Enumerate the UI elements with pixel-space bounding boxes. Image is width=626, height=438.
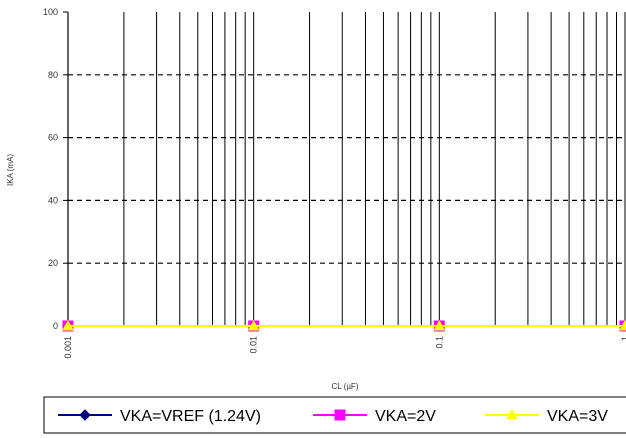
y-axis-label: IKA (mA) — [6, 154, 15, 186]
y-tick-label: 60 — [48, 133, 58, 143]
y-tick-label: 0 — [53, 321, 58, 331]
x-tick-label: 0.001 — [63, 336, 73, 359]
x-axis-label: CL (µF) — [332, 382, 359, 391]
legend-marker-diamond — [79, 409, 91, 421]
x-tick-label: 0.1 — [434, 336, 444, 349]
y-tick-label: 40 — [48, 195, 58, 205]
y-tick-label: 20 — [48, 258, 58, 268]
data-point-triangle — [433, 319, 446, 331]
legend-label: VKA=2V — [375, 408, 436, 425]
axes — [63, 11, 625, 327]
legend-label: VKA=VREF (1.24V) — [120, 408, 261, 425]
plot-series — [62, 319, 626, 332]
legend: VKA=VREF (1.24V) VKA=2V VKA=3V — [43, 396, 626, 434]
data-point-triangle — [247, 319, 260, 331]
y-tick-label: 80 — [48, 70, 58, 80]
data-point-triangle — [62, 319, 74, 331]
legend-label: VKA=3V — [547, 408, 608, 425]
legend-marker-triangle — [506, 408, 518, 420]
y-tick-label: 100 — [43, 7, 58, 17]
grid — [68, 12, 626, 326]
legend-marker-square — [334, 409, 346, 421]
data-point-triangle — [619, 319, 626, 331]
tick-labels: 0 20 40 60 80 100 0.001 0.01 0.1 1 — [43, 7, 626, 359]
x-tick-label: 0.01 — [249, 336, 259, 354]
x-tick-label: 1 — [620, 336, 626, 341]
